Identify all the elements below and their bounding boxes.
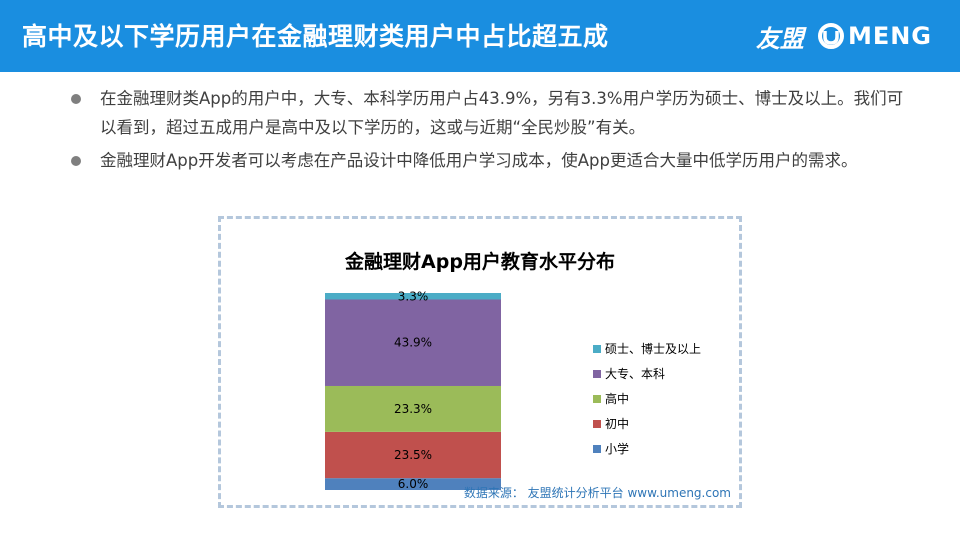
bar-segment-3: [325, 299, 501, 386]
legend-swatch-1: [593, 370, 601, 378]
data-label-1: 23.5%: [394, 448, 432, 462]
legend-label-1: 大专、本科: [605, 366, 665, 381]
bar-segment-1: [325, 431, 501, 479]
bullet-text: 金融理财App开发者可以考虑在产品设计中降低用户学习成本，使App更适合大量中低…: [100, 151, 858, 170]
legend-label-3: 初中: [605, 416, 629, 431]
bullet-item: 在金融理财类App的用户中，大专、本科学历用户占43.9%，另有3.3%用户学历…: [68, 84, 908, 142]
legend-swatch-0: [593, 345, 601, 353]
legend-swatch-3: [593, 420, 601, 428]
bullet-dot-icon: [71, 156, 81, 166]
data-label-3: 43.9%: [394, 336, 432, 350]
bullet-text: 在金融理财类App的用户中，大专、本科学历用户占43.9%，另有3.3%用户学历…: [100, 89, 904, 137]
bar-segment-2: [325, 385, 501, 432]
bar-segment-0: [325, 478, 501, 490]
legend-label-2: 高中: [605, 391, 629, 406]
chart-title: 金融理财App用户教育水平分布: [345, 251, 615, 273]
page-title: 高中及以下学历用户在金融理财类用户中占比超五成: [22, 22, 609, 51]
legend-label-4: 小学: [605, 441, 629, 456]
brand-logo: 友盟 MENG: [756, 18, 932, 54]
brand-name-cn: 友盟: [755, 24, 804, 53]
umeng-u-logo-icon: [817, 23, 844, 49]
data-source: 数据来源： 友盟统计分析平台 www.umeng.com: [463, 486, 731, 500]
header-bar: 高中及以下学历用户在金融理财类用户中占比超五成 友盟 MENG: [0, 0, 960, 72]
data-label-0: 6.0%: [398, 477, 429, 491]
legend-swatch-4: [593, 445, 601, 453]
bar-segment-4: [325, 293, 501, 300]
legend-swatch-2: [593, 395, 601, 403]
bullet-dot-icon: [71, 94, 81, 104]
bullet-list: 在金融理财类App的用户中，大专、本科学历用户占43.9%，另有3.3%用户学历…: [68, 84, 908, 179]
bullet-item: 金融理财App开发者可以考虑在产品设计中降低用户学习成本，使App更适合大量中低…: [68, 146, 908, 175]
data-label-2: 23.3%: [394, 402, 432, 416]
chart-frame: 金融理财App用户教育水平分布 6.0% 23.5% 23.3% 43.9% 3.3% 硕…: [218, 216, 742, 508]
stacked-bar-chart: 6.0% 23.5% 23.3% 43.9% 3.3% 硕士、博士及以上大专、本科高中初中…: [325, 289, 701, 491]
brand-name-en: MENG: [847, 22, 932, 50]
legend-label-0: 硕士、博士及以上: [605, 341, 701, 356]
data-label-4: 3.3%: [398, 289, 429, 303]
